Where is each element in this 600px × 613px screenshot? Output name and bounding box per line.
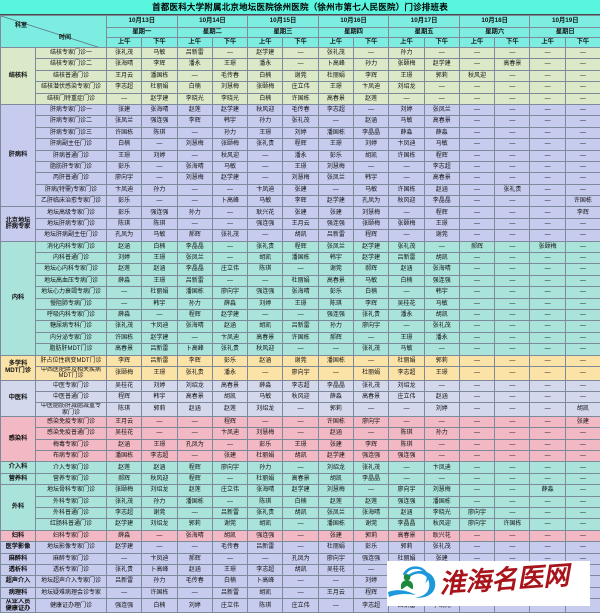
svg-text:淮海名医网: 淮海名医网	[438, 561, 574, 599]
